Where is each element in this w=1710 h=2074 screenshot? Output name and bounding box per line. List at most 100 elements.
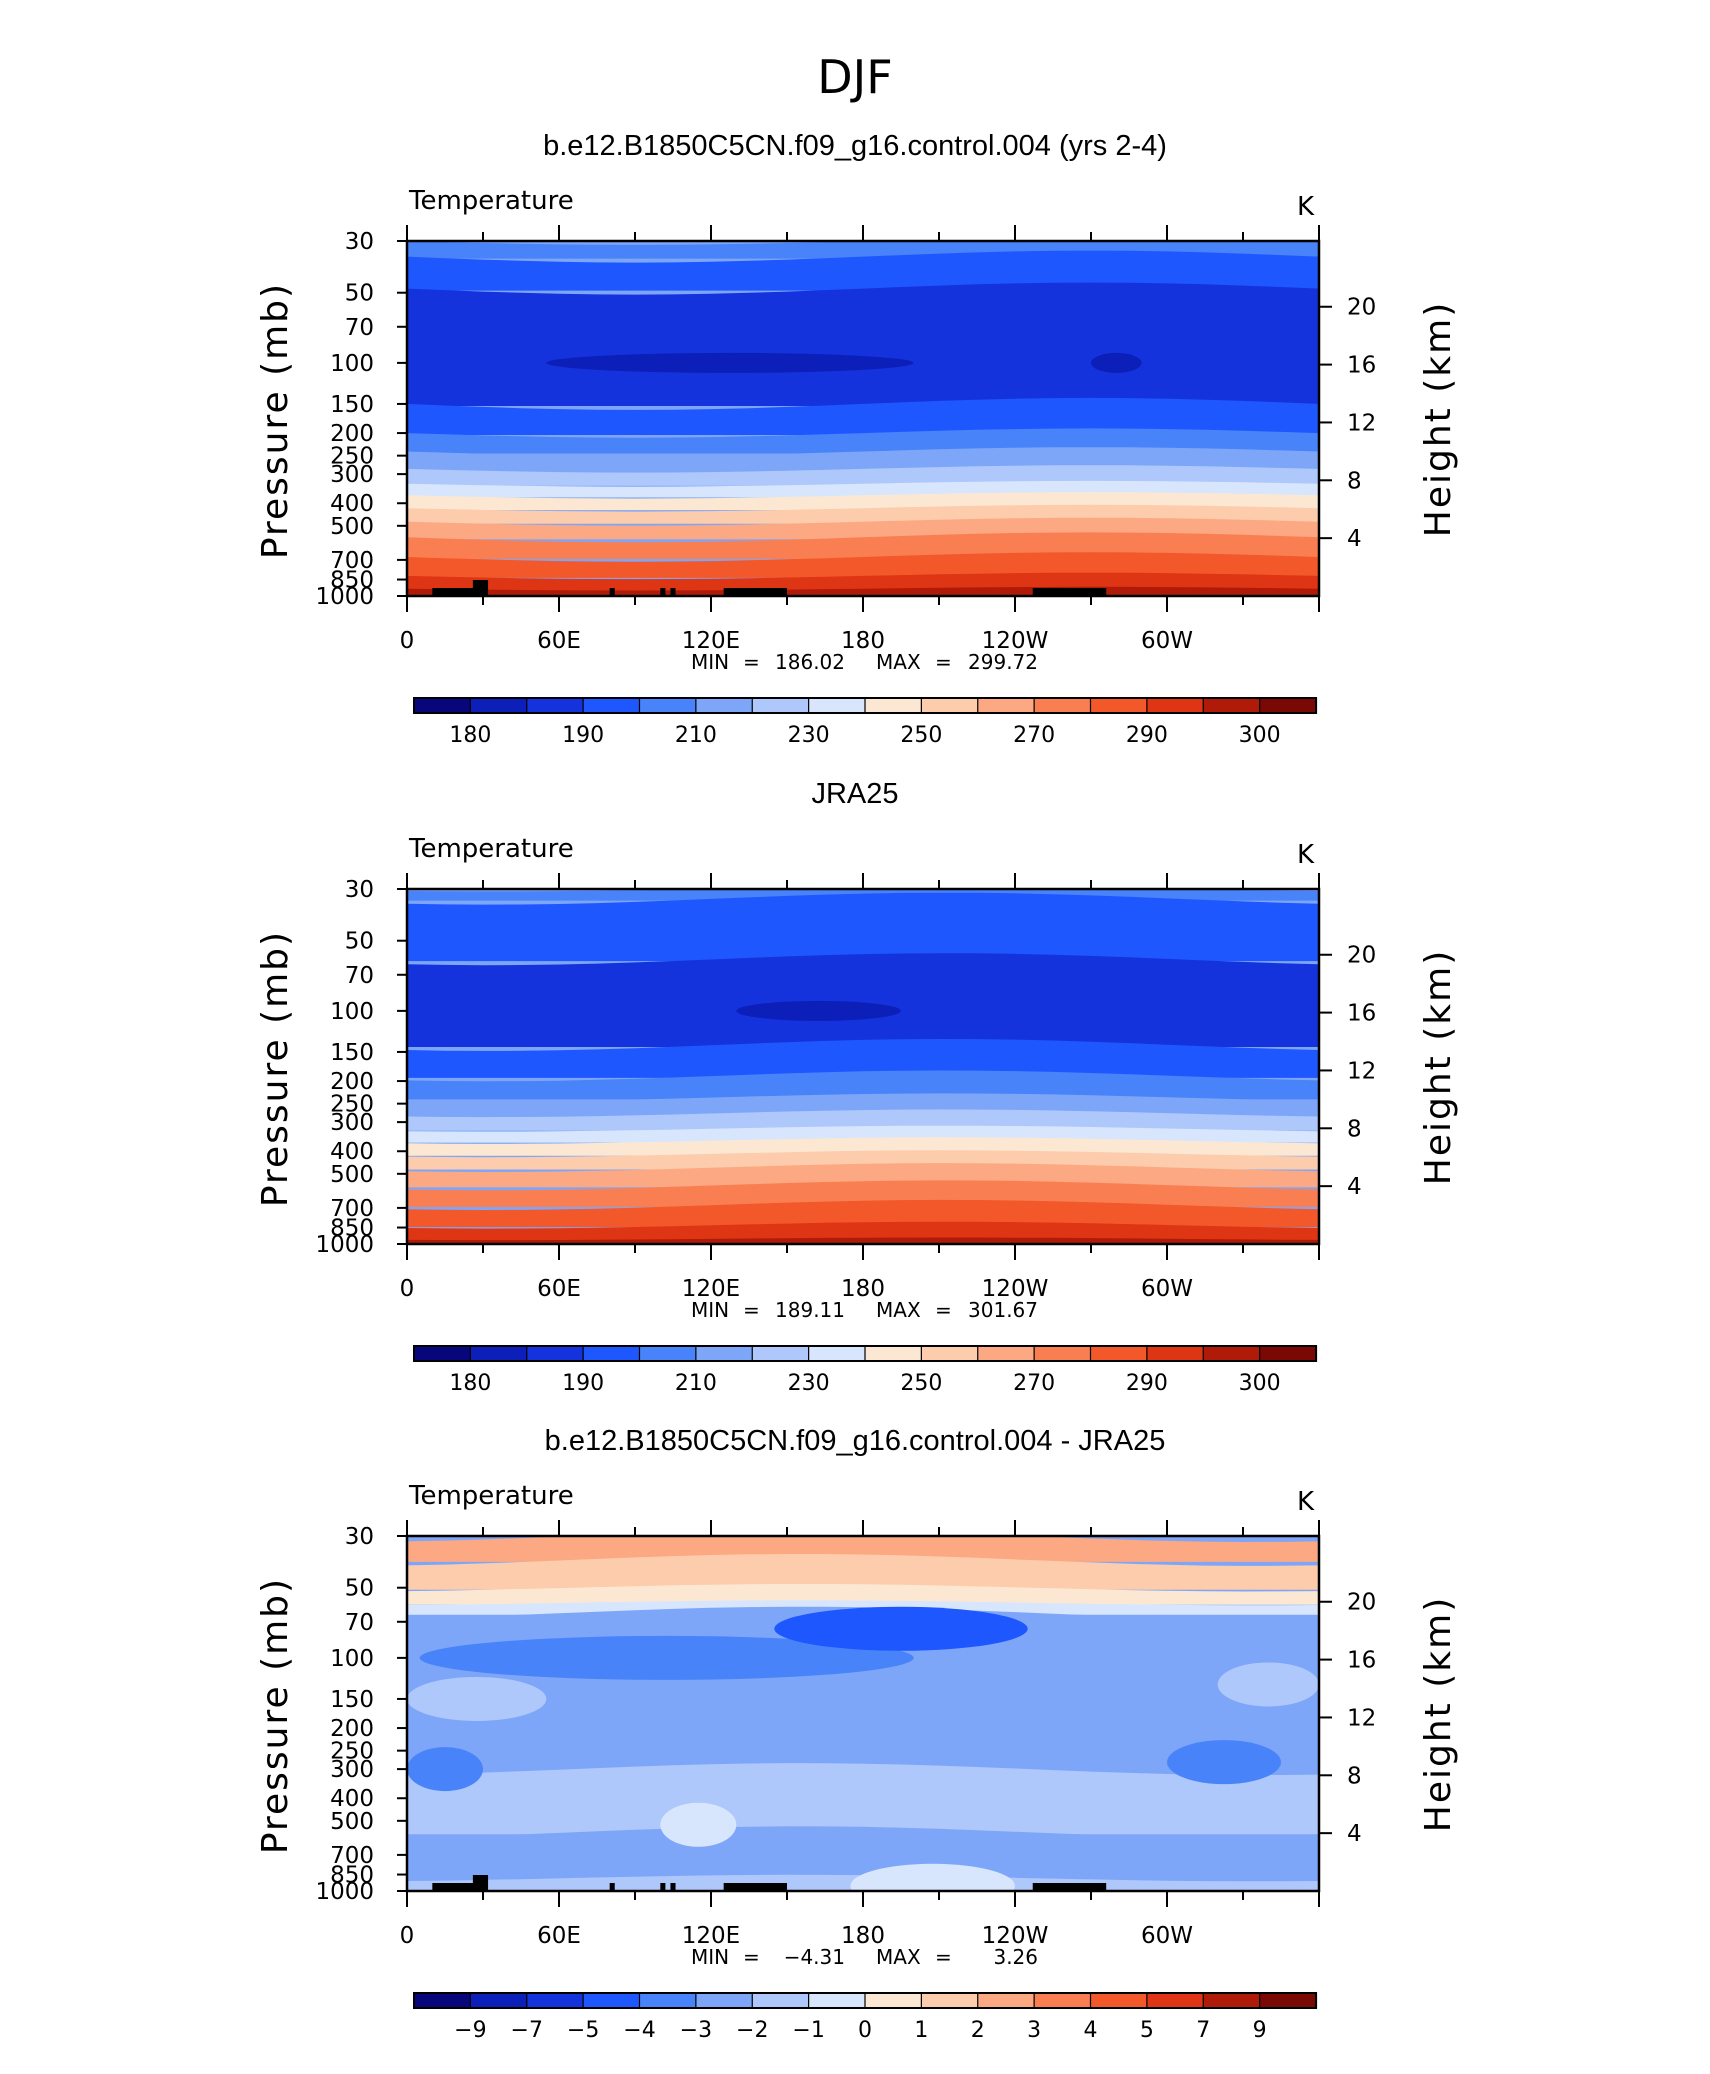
y-tick-label: 50	[345, 281, 374, 307]
y-tick-label: 150	[330, 1040, 374, 1066]
y-tick-label: 50	[345, 1576, 374, 1602]
y-tick-label: 250	[330, 444, 374, 470]
y-tick-right-label: 8	[1347, 1116, 1362, 1142]
stat-equals: =	[743, 1298, 760, 1322]
colorbar-box	[1089, 1992, 1148, 2009]
max-label: MAX	[876, 1298, 921, 1322]
topography-block	[432, 588, 478, 596]
topography-block	[472, 580, 489, 596]
topography-block	[432, 1883, 478, 1891]
colorbar-box	[1033, 697, 1092, 714]
colorbar-box	[638, 1345, 697, 1362]
colorbar-box	[1202, 1992, 1261, 2009]
y-tick-label: 100	[330, 1646, 374, 1672]
units-label: K	[1297, 840, 1315, 870]
x-tick-label: 0	[400, 1276, 415, 1302]
colorbar-box	[695, 697, 754, 714]
y-tick-label: 400	[330, 1786, 374, 1812]
stat-equals: =	[935, 1298, 952, 1322]
y-axis-right-label: Height (km)	[1418, 301, 1459, 537]
colorbar-label: −4	[623, 2018, 655, 2043]
colorbar-box	[469, 1992, 528, 2009]
topography-block	[660, 1883, 666, 1891]
y-tick-label: 250	[330, 1739, 374, 1765]
colorbar-box	[582, 1345, 641, 1362]
colorbar-label: 4	[1084, 2018, 1098, 2043]
colorbar-box	[638, 1992, 697, 2009]
y-tick-right-label: 12	[1347, 410, 1376, 436]
contour-band	[407, 447, 1319, 471]
colorbar-label: 1	[914, 2018, 928, 2043]
colorbar-box	[526, 1992, 585, 2009]
min-value: −4.31	[784, 1945, 845, 1969]
colorbar-box	[469, 1345, 528, 1362]
colorbar-box	[1146, 1345, 1205, 1362]
y-tick-right-label: 12	[1347, 1705, 1376, 1731]
colorbar-box	[1202, 1345, 1261, 1362]
y-tick-label: 500	[330, 1809, 374, 1835]
colorbar-box	[808, 1345, 867, 1362]
min-label: MIN	[691, 650, 729, 674]
y-tick-label: 200	[330, 1069, 374, 1095]
x-tick-label: 120W	[982, 1276, 1049, 1302]
min-value: 186.02	[775, 650, 845, 674]
min-value: 189.11	[775, 1298, 845, 1322]
colorbar-label: 7	[1196, 2018, 1210, 2043]
contour-band	[407, 1070, 1319, 1100]
colorbar-label: −1	[792, 2018, 824, 2043]
y-tick-label: 70	[345, 315, 374, 341]
panel-2: JRA25 Temperature K 0 60E 120E 180 120W 60W 30 50 7…	[255, 778, 1459, 1396]
colorbar-box	[864, 1345, 923, 1362]
topography-block	[1032, 1883, 1107, 1891]
colorbar: −9 −7 −5 −4 −3 −2 −1 0 1 2 3 4 5 7 9	[413, 1992, 1318, 2043]
contour-blob	[660, 1802, 737, 1847]
y-tick-label: 300	[330, 1757, 374, 1783]
y-axis-label: Pressure (mb)	[255, 930, 296, 1207]
y-tick-right-label: 4	[1347, 1821, 1362, 1847]
colorbar-box	[1146, 697, 1205, 714]
colorbar-label: 250	[900, 723, 942, 748]
contour-band	[407, 1826, 1319, 1881]
contour-blob	[407, 1676, 547, 1721]
colorbar-label: 9	[1253, 2018, 1267, 2043]
colorbar-box	[977, 1345, 1036, 1362]
contour-band	[407, 250, 1319, 291]
colorbar-box	[1259, 1992, 1318, 2009]
contour-band	[407, 1221, 1319, 1241]
topography-block	[723, 1883, 787, 1891]
colorbar-label: 210	[675, 723, 717, 748]
y-tick-right-label: 16	[1347, 1648, 1376, 1674]
colorbar-box	[526, 1345, 585, 1362]
panel-title: b.e12.B1850C5CN.f09_g16.control.004 (yrs…	[543, 130, 1167, 162]
contour-blob	[850, 1863, 1015, 1891]
colorbar-box	[695, 1345, 754, 1362]
max-label: MAX	[876, 1945, 921, 1969]
colorbar-label: 210	[675, 1371, 717, 1396]
topography-block	[723, 588, 787, 596]
contour-band	[407, 282, 1319, 406]
panel-3: b.e12.B1850C5CN.f09_g16.control.004 - JR…	[255, 1425, 1459, 2043]
colorbar-box	[808, 1992, 867, 2009]
y-tick-right-label: 16	[1347, 353, 1376, 379]
x-tick-label: 180	[841, 1276, 885, 1302]
y-tick-right-label: 12	[1347, 1058, 1376, 1084]
x-tick-label: 120W	[982, 1923, 1049, 1949]
plot-area	[407, 241, 1319, 596]
contour-band	[407, 552, 1319, 578]
y-tick-label: 70	[345, 1610, 374, 1636]
y-axis-right-label: Height (km)	[1418, 949, 1459, 1185]
colorbar-label: 270	[1013, 723, 1055, 748]
y-axis-label: Pressure (mb)	[255, 282, 296, 559]
colorbar-box	[864, 1992, 923, 2009]
colorbar-box	[413, 697, 472, 714]
colorbar-box	[751, 1345, 810, 1362]
y-tick-right-label: 4	[1347, 526, 1362, 552]
colorbar-box	[751, 1992, 810, 2009]
colorbar-label: 3	[1027, 2018, 1041, 2043]
y-tick-label: 100	[330, 999, 374, 1025]
contour-band	[407, 1150, 1319, 1170]
colorbar-frame	[413, 1992, 1317, 2009]
colorbar-box	[469, 697, 528, 714]
contour-blob	[546, 352, 914, 373]
